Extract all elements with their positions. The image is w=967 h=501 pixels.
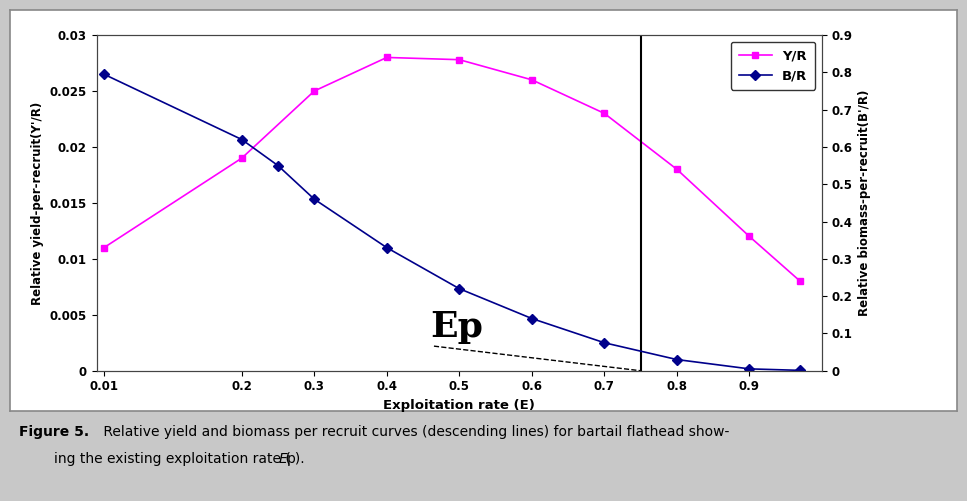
Text: ing the existing exploitation rate (: ing the existing exploitation rate ( [19, 452, 291, 466]
Text: p).: p). [287, 452, 306, 466]
Text: Relative yield and biomass per recruit curves (descending lines) for bartail fla: Relative yield and biomass per recruit c… [99, 425, 729, 439]
Y/R [454, 57, 465, 63]
Y/R [599, 110, 610, 116]
Y/R [526, 77, 538, 83]
B/R [671, 357, 683, 363]
B/R [454, 286, 465, 292]
B/R [308, 196, 320, 202]
B/R [381, 244, 393, 250]
Text: Ep: Ep [430, 310, 484, 344]
B/R [526, 316, 538, 322]
B/R [744, 366, 755, 372]
Y/R [671, 166, 683, 172]
Y/R [99, 244, 110, 250]
Y-axis label: Relative yield-per-recruit(Y'/R): Relative yield-per-recruit(Y'/R) [31, 101, 44, 305]
Text: Figure 5.: Figure 5. [19, 425, 90, 439]
Y-axis label: Relative biomass-per-recruit(B'/R): Relative biomass-per-recruit(B'/R) [859, 90, 871, 316]
B/R [273, 163, 284, 169]
Text: E: E [278, 452, 287, 466]
B/R [236, 136, 248, 142]
Y/R [308, 88, 320, 94]
Y/R [794, 278, 806, 284]
Y/R [744, 233, 755, 239]
Line: Y/R: Y/R [101, 54, 804, 285]
Y/R [381, 55, 393, 61]
Line: B/R: B/R [101, 71, 804, 374]
X-axis label: Exploitation rate (E): Exploitation rate (E) [383, 399, 536, 412]
Legend: Y/R, B/R: Y/R, B/R [731, 42, 815, 90]
B/R [794, 367, 806, 373]
Y/R [236, 155, 248, 161]
B/R [99, 71, 110, 77]
B/R [599, 340, 610, 346]
